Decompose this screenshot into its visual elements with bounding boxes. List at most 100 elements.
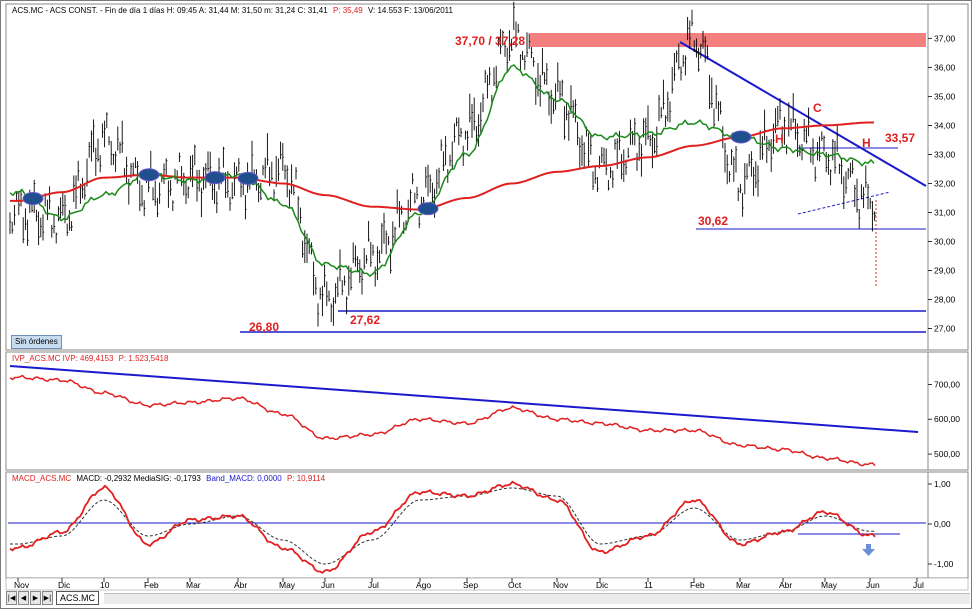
price-bar [167, 180, 170, 208]
price-bar [200, 187, 203, 218]
price-bar [550, 89, 553, 124]
price-bar [792, 93, 795, 123]
price-bar [484, 69, 487, 83]
price-bar [49, 186, 51, 210]
price-bar [634, 118, 636, 146]
cross-marker [138, 168, 160, 182]
price-bar [77, 160, 80, 181]
price-bar [313, 261, 315, 296]
price-bar [779, 98, 782, 120]
price-bar [55, 232, 58, 244]
price-bar [524, 55, 526, 70]
price-bar [357, 256, 359, 272]
horizontal-scrollbar[interactable] [104, 593, 970, 604]
price-bar [871, 201, 874, 232]
price-bar [856, 178, 859, 213]
price-bar [359, 259, 361, 283]
price-bar [328, 290, 331, 302]
orders-button[interactable]: Sin órdenes [11, 335, 62, 349]
price-bar [233, 162, 236, 196]
price-bar [163, 163, 166, 184]
price-bar [801, 143, 804, 161]
x-tick-label: Ago [416, 580, 431, 590]
y-tick-label: 29,00 [934, 266, 956, 276]
price-bar [75, 175, 78, 210]
nav-last-button[interactable]: ▶| [42, 591, 53, 605]
x-tick-label: Abr [779, 580, 792, 590]
y-tick-label: 0,00 [934, 519, 951, 529]
price-bar [106, 112, 108, 128]
price-bar [874, 211, 876, 221]
x-tick-label: Mar [186, 580, 201, 590]
price-panel[interactable] [5, 3, 929, 351]
symbol-tab[interactable]: ACS.MC [56, 591, 100, 605]
price-bar [126, 156, 128, 184]
price-bar [216, 191, 218, 214]
nav-next-button[interactable]: ▶ [30, 591, 41, 605]
price-bar [88, 141, 91, 158]
y-tick-label: 28,00 [934, 295, 956, 305]
ivp-panel[interactable] [5, 351, 929, 471]
price-bar [504, 41, 507, 57]
price-bar [621, 154, 623, 180]
price-bar [836, 124, 839, 152]
price-bar [601, 147, 603, 163]
price-bar [108, 136, 111, 146]
price-bar [669, 101, 672, 123]
price-bar [596, 177, 599, 193]
price-bar [568, 110, 570, 141]
price-bar [865, 165, 867, 188]
y-tick-label: 32,00 [934, 178, 956, 188]
price-bar [691, 9, 694, 27]
y-tick-label: 37,00 [934, 33, 956, 43]
price-bar [368, 221, 370, 242]
price-bar [440, 139, 443, 151]
price-bar [271, 161, 273, 181]
price-bar [559, 80, 562, 100]
price-bar [577, 121, 579, 146]
x-tick-label: Jul [368, 580, 379, 590]
y-tick-label: 34,00 [934, 120, 956, 130]
price-bar [713, 108, 716, 129]
price-bar [526, 32, 529, 58]
price-bar [462, 145, 465, 166]
price-bar [445, 136, 447, 166]
price-bar [315, 277, 317, 295]
price-bar [363, 248, 366, 270]
price-bar [841, 157, 843, 185]
price-bar [451, 141, 454, 170]
price-bar [823, 135, 826, 152]
price-bar [720, 101, 722, 115]
price-bar [654, 137, 656, 154]
price-bar [656, 126, 658, 156]
price-bar [627, 147, 630, 159]
price-bar [392, 221, 394, 247]
x-tick-label: Jul [913, 580, 924, 590]
price-bar [262, 165, 265, 176]
price-bar [321, 285, 324, 317]
cross-marker [417, 202, 439, 216]
price-bar [843, 176, 845, 210]
x-tick-label: May [279, 580, 296, 590]
price-bar [579, 137, 581, 168]
price-bar [317, 303, 320, 327]
price-bar [101, 123, 104, 138]
price-bar [343, 275, 346, 286]
price-bar [649, 135, 652, 147]
price-bar [222, 146, 225, 168]
price-bar [117, 126, 119, 151]
nav-prev-button[interactable]: ◀ [18, 591, 29, 605]
annotation-c: C [813, 101, 822, 115]
macd-panel[interactable] [5, 471, 929, 579]
price-bar [141, 185, 144, 207]
y-tick-label: 33,00 [934, 149, 956, 159]
price-bar [541, 48, 544, 76]
price-bar [766, 135, 768, 164]
price-bar [783, 116, 786, 145]
nav-first-button[interactable]: |◀ [6, 591, 17, 605]
x-tick-label: Feb [690, 580, 705, 590]
price-bar [121, 120, 124, 153]
price-bar [297, 196, 300, 221]
price-bar [680, 66, 683, 81]
macd-signal-line [10, 487, 875, 565]
